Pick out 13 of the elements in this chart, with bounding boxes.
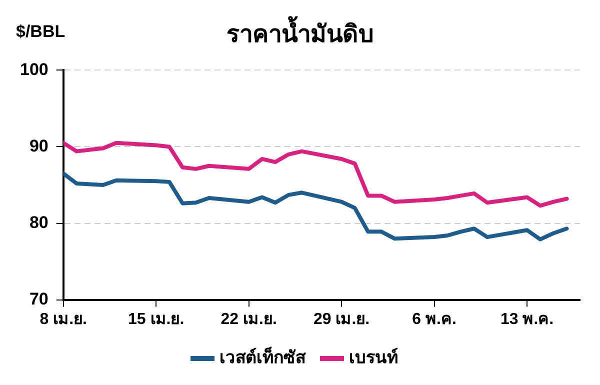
x-tick-label: 13 พ.ค. xyxy=(500,310,554,328)
y-axis-title: $/BBL xyxy=(16,22,66,42)
y-tick-label: 100 xyxy=(20,60,48,79)
legend-label: เบรนท์ xyxy=(349,347,398,368)
legend-label: เวสต์เท็กซัส xyxy=(220,345,306,368)
x-tick-label: 6 พ.ค. xyxy=(412,310,456,328)
x-tick-label: 8 เม.ย. xyxy=(40,310,87,328)
x-tick-label: 29 เม.ย. xyxy=(313,310,370,328)
y-tick-label: 80 xyxy=(29,212,48,232)
x-tick-label: 22 เม.ย. xyxy=(220,310,277,328)
x-tick-label: 15 เม.ย. xyxy=(128,310,184,328)
y-tick-label: 70 xyxy=(29,289,48,308)
y-tick-label: 90 xyxy=(29,136,48,156)
